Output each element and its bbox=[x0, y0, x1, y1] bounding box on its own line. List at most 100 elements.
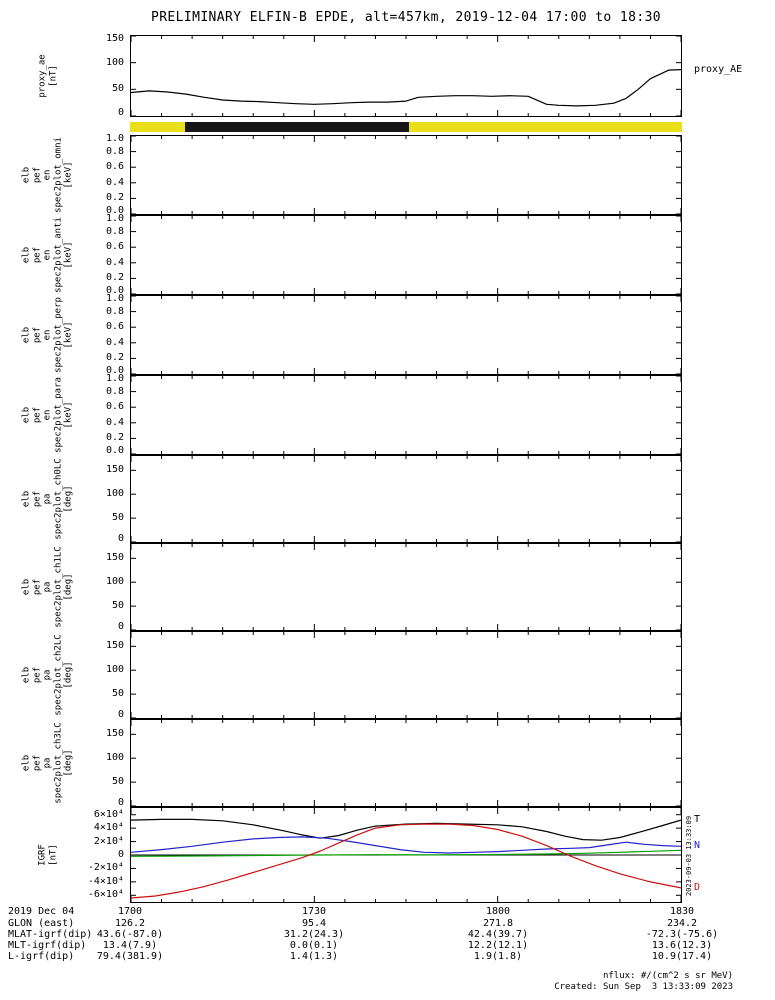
ytick-label-ch1lc: 150 bbox=[105, 552, 124, 564]
panel-ylabel-ch2lc: elb pef pa spec2plot_ch2LC [deg] bbox=[21, 634, 74, 716]
panel-canvas-ch3lc bbox=[131, 720, 681, 806]
ytick-label-omni: 0.2 bbox=[105, 192, 124, 204]
ephemeris-value: 95.4 bbox=[301, 918, 327, 929]
ephemeris-value: -72.3(-75.6) bbox=[645, 929, 719, 940]
series-D bbox=[131, 823, 681, 899]
ytick-label-para: 0.4 bbox=[105, 416, 124, 428]
panel-canvas-omni bbox=[131, 136, 681, 214]
series-label-T: T bbox=[694, 814, 701, 826]
panel-ch2lc bbox=[130, 631, 682, 719]
panel-igrf bbox=[130, 807, 682, 903]
time-tick-label: 1730 bbox=[301, 906, 327, 917]
panel-canvas-perp bbox=[131, 296, 681, 374]
ytick-label-igrf: 2×10⁴ bbox=[93, 835, 124, 847]
ephemeris-value: 42.4(39.7) bbox=[467, 929, 529, 940]
ytick-label-ch0lc: 50 bbox=[111, 512, 124, 524]
panel-ylabel-ch1lc: elb pef pa spec2plot_ch1LC [deg] bbox=[21, 546, 74, 628]
ephemeris-value: 271.8 bbox=[482, 918, 514, 929]
ytick-label-omni: 0.4 bbox=[105, 176, 124, 188]
series-T bbox=[131, 818, 681, 841]
ytick-label-perp: 0.2 bbox=[105, 352, 124, 364]
ytick-label-ch3lc: 100 bbox=[105, 752, 124, 764]
plot-title: PRELIMINARY ELFIN-B EPDE, alt=457km, 201… bbox=[150, 10, 662, 25]
ytick-label-proxy_ae: 150 bbox=[105, 33, 124, 44]
nflux-units-note: nflux: #/(cm^2 s sr MeV) bbox=[602, 971, 733, 981]
ytick-label-ch2lc: 150 bbox=[105, 640, 124, 652]
panel-omni bbox=[130, 135, 682, 215]
ytick-label-ch3lc: 0 bbox=[117, 797, 124, 808]
ephemeris-value: 13.6(12.3) bbox=[651, 940, 713, 951]
availability-bar bbox=[130, 122, 682, 132]
ytick-label-igrf: 0 bbox=[117, 849, 124, 860]
panel-ylabel-proxy_ae: proxy_ae [nT] bbox=[37, 54, 58, 98]
ytick-label-proxy_ae: 50 bbox=[111, 83, 124, 95]
ytick-label-anti: 0.6 bbox=[105, 241, 124, 253]
panel-ch1lc bbox=[130, 543, 682, 631]
ytick-label-anti: 0.0 bbox=[105, 285, 124, 296]
panel-ylabel-perp: elb pef en spec2plot_perp [keV] bbox=[21, 297, 74, 373]
ytick-label-anti: 1.0 bbox=[105, 213, 124, 224]
ytick-label-para: 0.8 bbox=[105, 385, 124, 397]
panel-ylabel-ch0lc: elb pef pa spec2plot_ch0LC [deg] bbox=[21, 458, 74, 540]
ytick-label-anti: 0.8 bbox=[105, 225, 124, 237]
ytick-label-perp: 0.0 bbox=[105, 365, 124, 376]
panel-canvas-ch2lc bbox=[131, 632, 681, 718]
panel-ylabel-igrf: IGRF [nT] bbox=[37, 844, 58, 866]
panel-proxy_ae bbox=[130, 35, 682, 117]
ephemeris-row-label: L-igrf(dip) bbox=[8, 951, 75, 962]
date-label: 2019 Dec 04 bbox=[8, 906, 75, 917]
ytick-label-proxy_ae: 100 bbox=[105, 56, 124, 68]
ephemeris-value: 43.6(-87.0) bbox=[96, 929, 164, 940]
ytick-label-para: 0.6 bbox=[105, 401, 124, 413]
panel-ylabel-omni: elb pef en spec2plot_omni [keV] bbox=[21, 137, 74, 213]
ytick-label-ch2lc: 100 bbox=[105, 664, 124, 676]
series-N bbox=[131, 836, 681, 854]
ytick-label-igrf: -4×10⁴ bbox=[87, 875, 124, 887]
series-E bbox=[131, 849, 681, 857]
ephemeris-value: 79.4(381.9) bbox=[96, 951, 164, 962]
ytick-label-ch0lc: 100 bbox=[105, 488, 124, 500]
availability-segment bbox=[185, 122, 410, 132]
ytick-label-para: 1.0 bbox=[105, 373, 124, 384]
ytick-label-ch1lc: 100 bbox=[105, 576, 124, 588]
ephemeris-value: 1.9(1.8) bbox=[473, 951, 523, 962]
panel-canvas-proxy_ae bbox=[131, 36, 681, 116]
panel-para bbox=[130, 375, 682, 455]
series-proxy_AE bbox=[131, 69, 681, 107]
ytick-label-omni: 0.6 bbox=[105, 161, 124, 173]
ephemeris-value: 1.4(1.3) bbox=[289, 951, 339, 962]
created-note: Created: Sun Sep 3 13:33:09 2023 bbox=[554, 982, 733, 992]
ephemeris-value: 10.9(17.4) bbox=[651, 951, 713, 962]
ytick-label-para: 0.0 bbox=[105, 445, 124, 456]
ytick-label-igrf: -2×10⁴ bbox=[87, 862, 124, 874]
panel-ch3lc bbox=[130, 719, 682, 807]
ytick-label-ch0lc: 150 bbox=[105, 464, 124, 476]
ytick-label-ch3lc: 150 bbox=[105, 728, 124, 740]
panel-canvas-igrf bbox=[131, 808, 681, 902]
ytick-label-ch3lc: 50 bbox=[111, 776, 124, 788]
ytick-label-ch0lc: 0 bbox=[117, 533, 124, 544]
ephemeris-value: 13.4(7.9) bbox=[102, 940, 158, 951]
ytick-label-perp: 0.8 bbox=[105, 305, 124, 317]
series-label-proxy_AE: proxy_AE bbox=[694, 63, 743, 75]
ephemeris-row-label: MLAT-igrf(dip) bbox=[8, 929, 93, 940]
ephemeris-value: 12.2(12.1) bbox=[467, 940, 529, 951]
ephemeris-value: 0.0(0.1) bbox=[289, 940, 339, 951]
ytick-label-ch2lc: 50 bbox=[111, 688, 124, 700]
series-label-D: D bbox=[694, 881, 701, 893]
panel-ylabel-anti: elb pef en spec2plot_anti [keV] bbox=[21, 217, 74, 293]
ytick-label-perp: 0.6 bbox=[105, 321, 124, 333]
ephemeris-row-label: MLT-igrf(dip) bbox=[8, 940, 87, 951]
ytick-label-anti: 0.4 bbox=[105, 256, 124, 268]
ytick-label-omni: 0.8 bbox=[105, 145, 124, 157]
creation-side-note: 2023-09-03 13:33:09 bbox=[685, 815, 693, 897]
ephemeris-value: 234.2 bbox=[666, 918, 698, 929]
panel-ch0lc bbox=[130, 455, 682, 543]
panel-ylabel-ch3lc: elb pef pa spec2plot_ch3LC [deg] bbox=[21, 722, 74, 804]
ytick-label-perp: 1.0 bbox=[105, 293, 124, 304]
ephemeris-value: 31.2(24.3) bbox=[283, 929, 345, 940]
ephemeris-value: 126.2 bbox=[114, 918, 146, 929]
ytick-label-ch1lc: 0 bbox=[117, 621, 124, 632]
panel-perp bbox=[130, 295, 682, 375]
